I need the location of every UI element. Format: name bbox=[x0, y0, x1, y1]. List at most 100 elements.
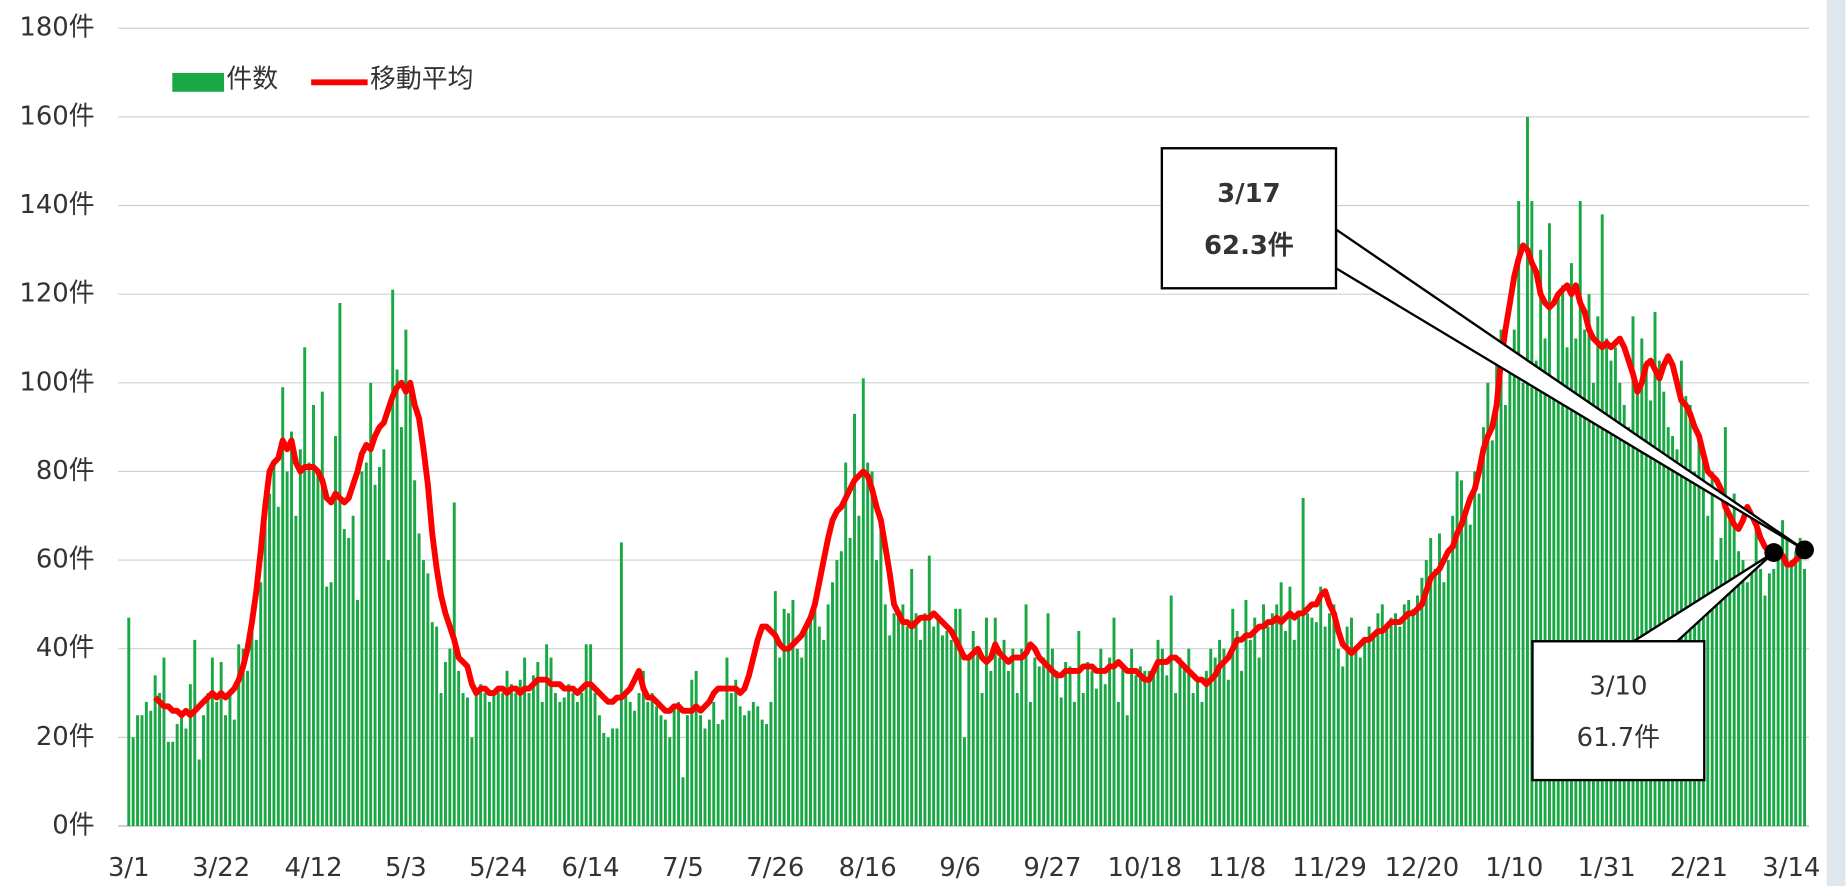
bar bbox=[215, 701, 219, 826]
bar bbox=[1072, 701, 1076, 826]
bar bbox=[421, 560, 425, 826]
bar bbox=[1226, 679, 1230, 826]
bar bbox=[1262, 604, 1266, 826]
bar bbox=[1046, 613, 1050, 826]
bar bbox=[782, 608, 786, 826]
bar bbox=[373, 484, 377, 826]
bar bbox=[540, 701, 544, 826]
x-tick-label: 3/14 bbox=[1762, 853, 1820, 883]
bar bbox=[1499, 329, 1503, 826]
bar bbox=[822, 639, 826, 826]
bar bbox=[795, 648, 799, 826]
bar bbox=[1090, 670, 1094, 826]
bar bbox=[1376, 613, 1380, 826]
bar bbox=[360, 471, 364, 826]
bar bbox=[1587, 294, 1591, 826]
bar bbox=[984, 617, 988, 826]
bar bbox=[1174, 693, 1178, 826]
y-tick-label: 140件 bbox=[19, 190, 94, 220]
callout-box bbox=[1531, 640, 1706, 782]
bar bbox=[1306, 613, 1310, 826]
bar bbox=[496, 688, 500, 826]
bar bbox=[514, 693, 518, 826]
bar bbox=[369, 382, 373, 826]
bar bbox=[1328, 613, 1331, 826]
bar bbox=[1068, 666, 1072, 826]
bar bbox=[1446, 560, 1450, 826]
bar bbox=[668, 737, 672, 826]
bar bbox=[1209, 648, 1213, 826]
bar bbox=[861, 378, 865, 826]
bar bbox=[457, 670, 461, 826]
bar bbox=[910, 568, 914, 826]
bar bbox=[439, 693, 443, 826]
bar bbox=[633, 710, 637, 826]
bar bbox=[879, 524, 883, 826]
bar bbox=[1099, 648, 1103, 826]
bar bbox=[1662, 391, 1666, 826]
bar bbox=[1754, 524, 1758, 826]
bar bbox=[725, 657, 729, 826]
bar bbox=[1182, 666, 1186, 826]
bar bbox=[848, 537, 852, 826]
bar bbox=[1314, 622, 1318, 826]
bar bbox=[897, 613, 900, 826]
callout-box bbox=[1160, 147, 1338, 290]
callout-date: 3/17 bbox=[1217, 179, 1280, 209]
bar bbox=[1354, 648, 1358, 826]
bar bbox=[443, 662, 447, 826]
bar bbox=[1715, 560, 1719, 826]
x-tick-label: 1/31 bbox=[1578, 853, 1636, 883]
bar bbox=[1794, 551, 1798, 826]
x-tick-label: 12/20 bbox=[1385, 853, 1460, 883]
bar bbox=[685, 715, 689, 826]
bar bbox=[729, 693, 733, 826]
bar bbox=[558, 701, 562, 826]
bar bbox=[158, 693, 162, 826]
bar bbox=[162, 657, 166, 826]
bar bbox=[677, 701, 681, 826]
bar bbox=[1706, 515, 1710, 826]
bar bbox=[1143, 670, 1147, 826]
bar bbox=[1508, 360, 1512, 826]
bar bbox=[1165, 675, 1169, 826]
bar bbox=[980, 693, 984, 826]
bar bbox=[637, 693, 641, 826]
bar bbox=[1481, 427, 1485, 826]
bar bbox=[1248, 639, 1252, 826]
bar bbox=[1147, 670, 1151, 826]
bar bbox=[870, 471, 874, 826]
bar bbox=[1798, 537, 1802, 826]
bar bbox=[813, 604, 817, 826]
bar bbox=[857, 515, 861, 826]
bar bbox=[1292, 639, 1296, 826]
bar bbox=[1719, 537, 1723, 826]
bar bbox=[131, 737, 135, 826]
x-tick-label: 5/3 bbox=[385, 853, 427, 883]
y-tick-label: 80件 bbox=[36, 456, 95, 486]
bar bbox=[303, 347, 307, 826]
bar bbox=[364, 462, 368, 826]
bar bbox=[751, 701, 755, 826]
bar bbox=[1279, 582, 1283, 826]
bar bbox=[738, 706, 742, 826]
x-tick-label: 1/10 bbox=[1485, 853, 1543, 883]
bar bbox=[1517, 201, 1521, 826]
bar bbox=[1235, 630, 1239, 826]
bar bbox=[817, 626, 821, 826]
legend-label: 移動平均 bbox=[370, 65, 474, 95]
bar bbox=[949, 639, 953, 826]
bar bbox=[1050, 648, 1054, 826]
bar bbox=[1411, 608, 1415, 826]
bar bbox=[1191, 693, 1195, 826]
bar bbox=[1578, 201, 1582, 826]
bar bbox=[1398, 626, 1402, 826]
bar bbox=[1442, 582, 1446, 826]
bar bbox=[536, 662, 540, 826]
bar bbox=[1385, 626, 1389, 826]
bar bbox=[1033, 657, 1037, 826]
bar bbox=[1367, 626, 1371, 826]
bar bbox=[1187, 648, 1191, 826]
bar bbox=[487, 701, 491, 826]
bar bbox=[1451, 515, 1455, 826]
